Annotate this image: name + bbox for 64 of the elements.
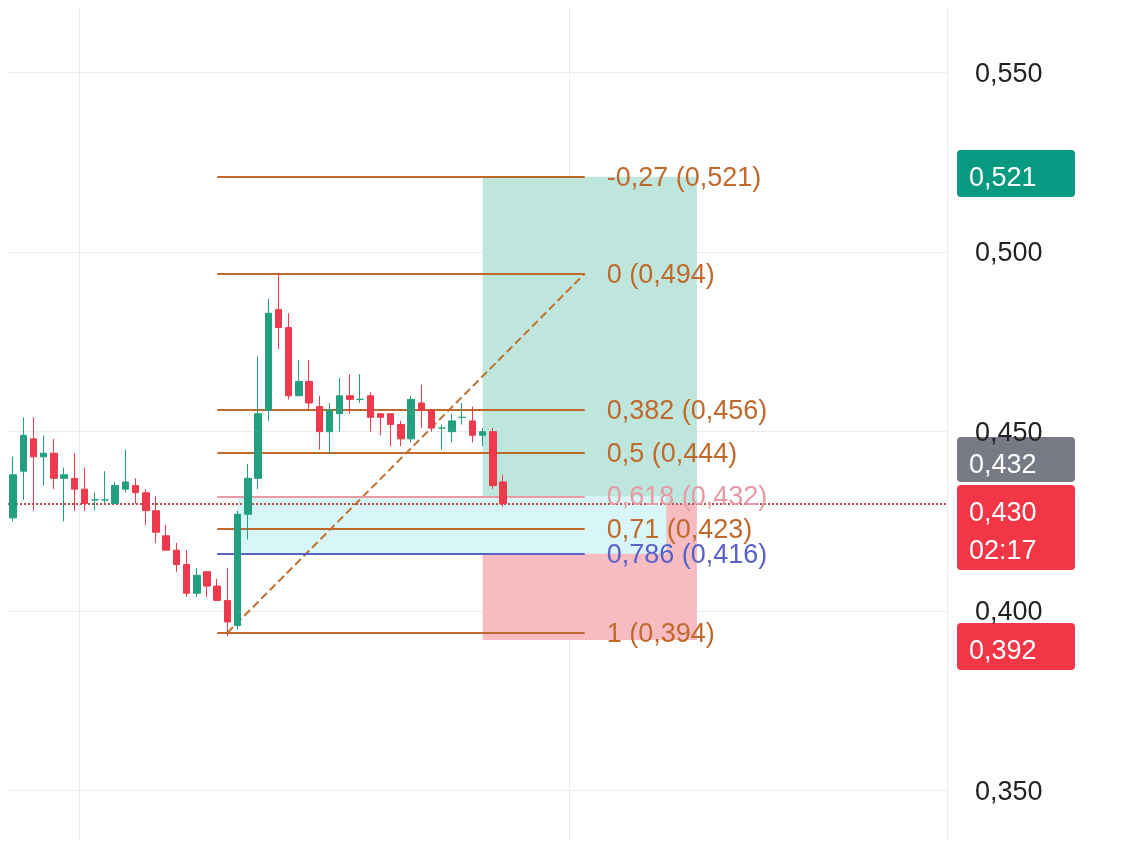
candlestick [60, 467, 68, 522]
candlestick [30, 416, 37, 512]
candlestick [438, 424, 446, 451]
y-tick-label: 0,550 [975, 57, 1043, 88]
text: 02:17 [969, 535, 1037, 565]
candlestick [265, 298, 272, 422]
candlestick [71, 452, 78, 512]
candlestick [356, 373, 364, 404]
candlestick [316, 395, 323, 451]
candlestick [9, 456, 17, 522]
ref-line-label: 0,71 (0,423) [606, 513, 753, 544]
ref-line-label: 0 (0,494) [606, 258, 715, 289]
candlestick [254, 355, 262, 490]
candlestick [367, 391, 374, 433]
candlestick [50, 438, 58, 490]
candlestick [132, 477, 139, 504]
candlestick [91, 492, 99, 512]
candlestick [469, 406, 476, 443]
candlestick [346, 373, 354, 415]
candlestick [162, 524, 170, 551]
candlestick [397, 420, 405, 447]
candlestick [407, 395, 415, 443]
candlestick [275, 273, 282, 350]
candlestick [285, 312, 292, 400]
candlestick [377, 413, 384, 436]
y-tick-label: 0,350 [975, 775, 1043, 806]
candlestick [203, 571, 211, 598]
candlestick [234, 510, 241, 630]
candlestick [305, 359, 313, 411]
candlestick [40, 434, 47, 487]
ref-line-label: 0,5 (0,444) [606, 438, 738, 469]
candlestick [418, 384, 425, 429]
candlestick [448, 413, 456, 443]
y-tick-label: 0,500 [975, 237, 1043, 268]
candlestick [101, 470, 109, 504]
candlestick [479, 427, 486, 447]
candlestick [111, 481, 119, 504]
candlestick [387, 413, 394, 447]
text: 0,521 [969, 162, 1037, 192]
candlestick [336, 377, 343, 433]
candlestick [244, 463, 252, 540]
text: 0,430 [969, 497, 1037, 527]
text: 0,392 [969, 635, 1037, 665]
ref-line-label: -0,27 (0,521) [606, 161, 762, 192]
candlestick [213, 578, 221, 601]
candlestick [152, 495, 160, 544]
candlestick [173, 542, 180, 573]
candlestick [20, 416, 27, 501]
candlestick [458, 402, 466, 425]
candlestick [499, 474, 507, 508]
candlestick [122, 449, 129, 494]
candlestick [428, 409, 435, 433]
candlestick [489, 427, 497, 490]
candlestick [193, 567, 201, 598]
candlestick [183, 549, 190, 598]
ref-line-label: 0,382 (0,456) [606, 395, 768, 426]
y-tick-label: 0,400 [975, 596, 1043, 627]
candlestick [224, 567, 231, 637]
candlestick [142, 488, 150, 526]
ref-line-label: 1 (0,394) [606, 617, 715, 648]
candlestick [81, 467, 88, 512]
text: 0,432 [969, 449, 1037, 479]
candlestick [326, 402, 333, 454]
candlestick [295, 359, 303, 397]
